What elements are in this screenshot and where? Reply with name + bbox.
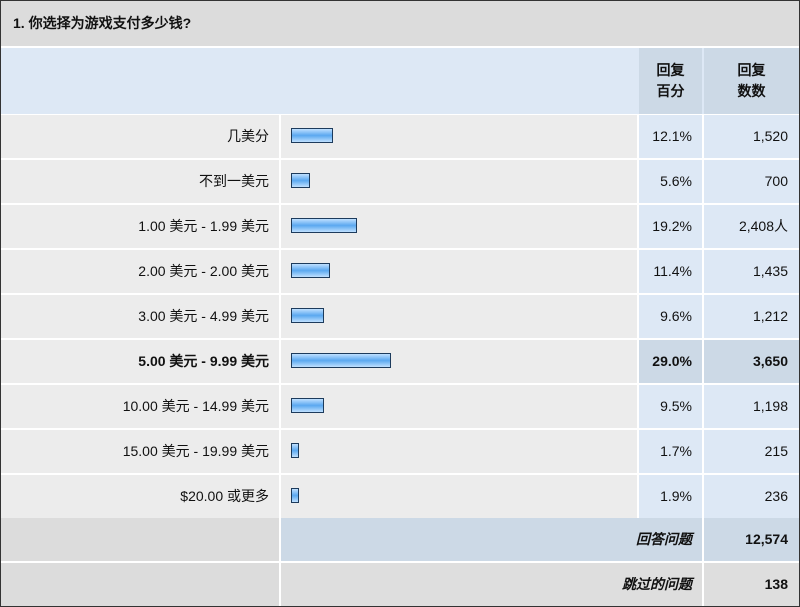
table-row: 3.00 美元 - 4.99 美元 9.6% 1,212 [1,295,799,338]
response-bar [291,263,330,278]
response-bar [291,128,333,143]
response-count: 1,198 [704,385,799,428]
question-title: 1. 你选择为游戏支付多少钱? [1,1,799,46]
skipped-row: 跳过的问题 138 [1,563,799,606]
response-percent: 1.7% [639,430,702,473]
bar-cell [281,250,637,293]
answered-row-blank [1,518,279,561]
bar-cell [281,160,637,203]
table-header: 回复百分 回复数数 [1,48,799,114]
response-percent: 1.9% [639,475,702,518]
answered-label: 回答问题 [281,518,702,561]
bar-cell [281,115,637,158]
skipped-row-blank [1,563,279,606]
header-count-line2: 数数 [737,83,766,99]
table-row: 不到一美元 5.6% 700 [1,160,799,203]
response-percent: 19.2% [639,205,702,248]
response-count: 215 [704,430,799,473]
answer-label: 15.00 美元 - 19.99 美元 [1,430,279,473]
response-count: 700 [704,160,799,203]
response-bar [291,398,324,413]
response-bar [291,353,391,368]
table-row: 5.00 美元 - 9.99 美元 29.0% 3,650 [1,340,799,383]
answer-label: 几美分 [1,115,279,158]
response-bar [291,218,357,233]
answer-label: 10.00 美元 - 14.99 美元 [1,385,279,428]
table-row: 1.00 美元 - 1.99 美元 19.2% 2,408人 [1,205,799,248]
table-row: 2.00 美元 - 2.00 美元 11.4% 1,435 [1,250,799,293]
bar-cell [281,340,637,383]
response-count: 1,435 [704,250,799,293]
response-percent: 12.1% [639,115,702,158]
skipped-label: 跳过的问题 [281,563,702,606]
table-row: 15.00 美元 - 19.99 美元 1.7% 215 [1,430,799,473]
table-row: 几美分 12.1% 1,520 [1,115,799,158]
response-percent: 9.6% [639,295,702,338]
bar-cell [281,295,637,338]
table-row: $20.00 或更多 1.9% 236 [1,475,799,518]
answer-label: 3.00 美元 - 4.99 美元 [1,295,279,338]
response-bar [291,308,324,323]
header-percent-line1: 回复 [656,62,685,78]
answered-row: 回答问题 12,574 [1,518,799,561]
table-row: 10.00 美元 - 14.99 美元 9.5% 1,198 [1,385,799,428]
response-bar [291,173,310,188]
bar-cell [281,430,637,473]
answer-label: 1.00 美元 - 1.99 美元 [1,205,279,248]
response-percent: 29.0% [639,340,702,383]
bar-cell [281,475,637,518]
response-count: 3,650 [704,340,799,383]
answer-label: $20.00 或更多 [1,475,279,518]
answer-label: 5.00 美元 - 9.99 美元 [1,340,279,383]
skipped-count: 138 [704,563,799,606]
response-percent: 11.4% [639,250,702,293]
response-percent: 5.6% [639,160,702,203]
response-percent: 9.5% [639,385,702,428]
header-response-percent: 回复 百分 [639,48,702,114]
response-count: 1,212 [704,295,799,338]
answered-count: 12,574 [704,518,799,561]
header-percent-line2: 百分 [656,83,685,99]
answer-label: 2.00 美元 - 2.00 美元 [1,250,279,293]
response-count: 1,520 [704,115,799,158]
header-count-line1: 回复 [737,62,766,78]
response-bar [291,488,299,503]
bar-cell [281,385,637,428]
header-response-count: 回复 数数 [704,48,799,114]
answer-label: 不到一美元 [1,160,279,203]
response-bar [291,443,299,458]
response-count: 2,408人 [704,205,799,248]
response-count: 236 [704,475,799,518]
bar-cell [281,205,637,248]
